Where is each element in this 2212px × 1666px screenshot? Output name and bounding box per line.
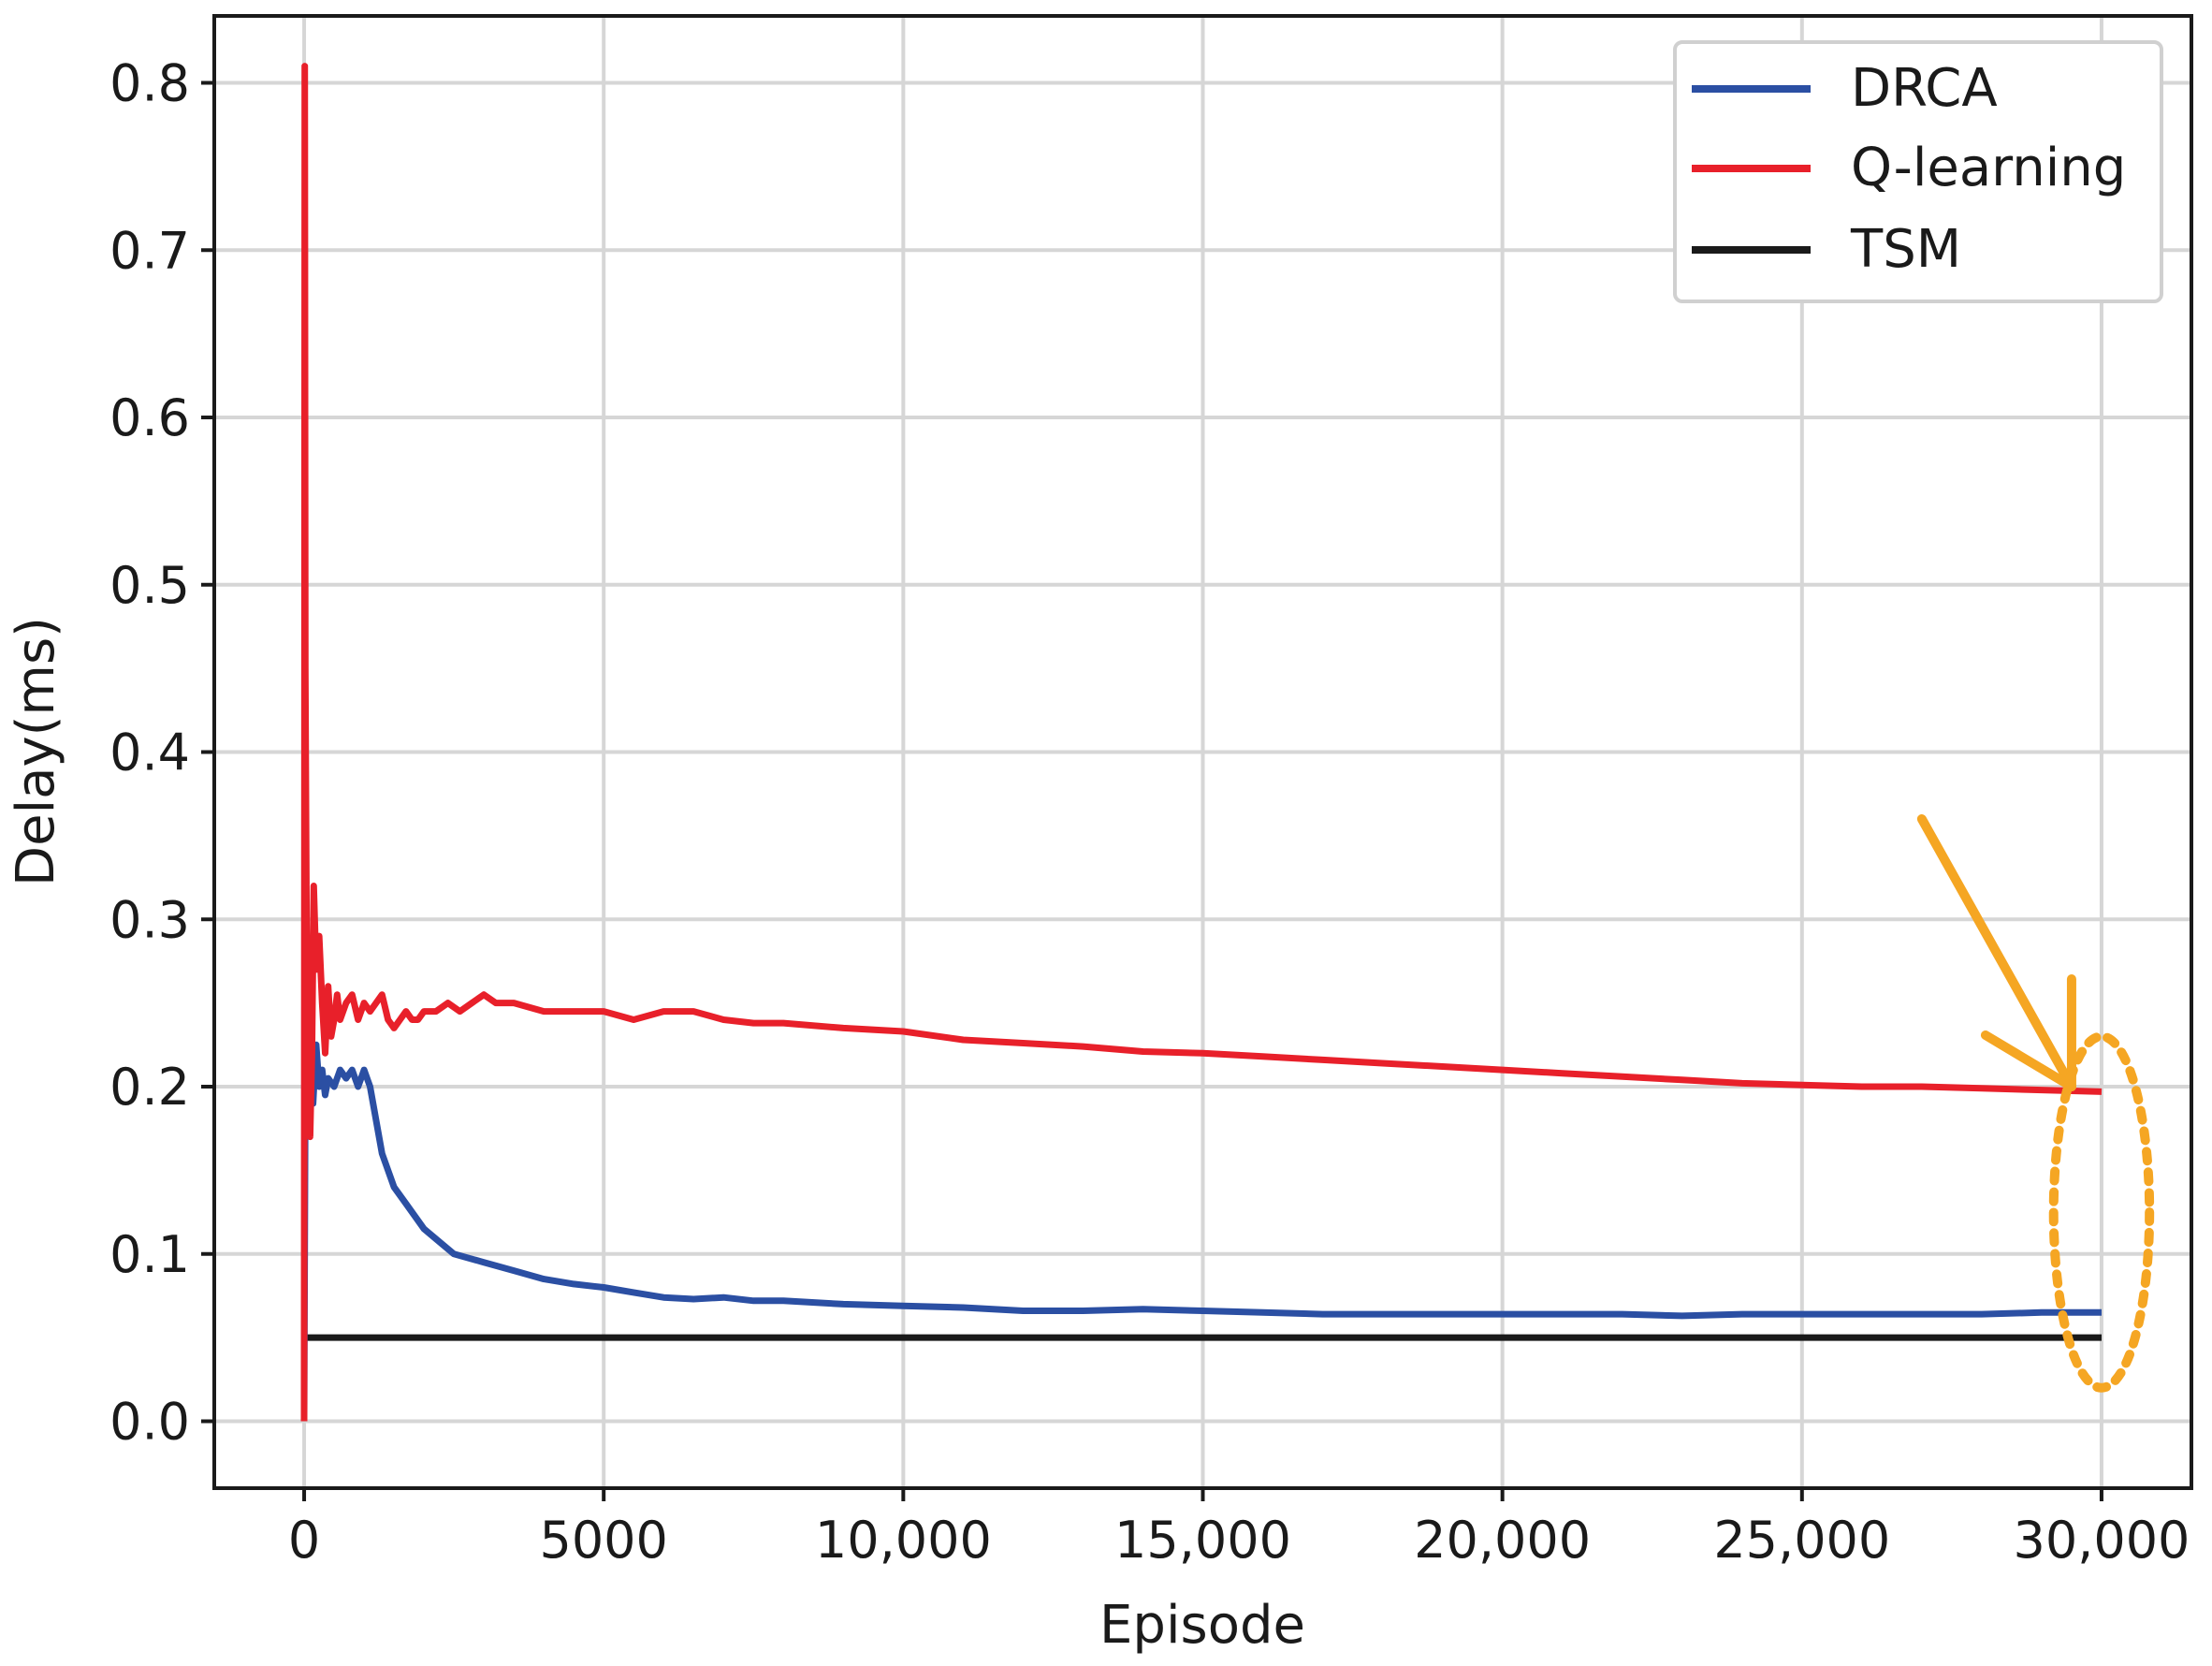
annotation-arrow-shaft	[1916, 814, 2076, 1091]
x-tick-label: 30,000	[2013, 1511, 2190, 1570]
x-tick-label: 15,000	[1114, 1511, 1291, 1570]
x-tick-label: 25,000	[1713, 1511, 1890, 1570]
y-tick-label: 0.4	[109, 723, 190, 782]
y-tick-label: 0.1	[109, 1225, 190, 1284]
series-line-drca	[300, 1041, 2102, 1422]
legend-label-q-learning: Q-learning	[1851, 138, 2126, 198]
y-tick-label: 0.7	[109, 221, 190, 280]
annotations	[1916, 814, 2155, 1393]
annotation-highlight-ellipse	[2048, 1031, 2155, 1393]
y-axis-label: Delay(ms)	[6, 617, 66, 886]
y-tick-label: 0.0	[109, 1393, 190, 1452]
series-line-q-learning	[300, 63, 2103, 1422]
x-tick-label: 5000	[539, 1511, 667, 1570]
legend-label-tsm: TSM	[1850, 219, 1961, 280]
y-tick-label: 0.3	[109, 890, 190, 949]
y-tick-label: 0.8	[109, 54, 190, 113]
legend: DRCA Q-learning TSM	[1673, 40, 2163, 303]
x-tick-label: 0	[288, 1511, 320, 1570]
x-axis-label: Episode	[1099, 1595, 1305, 1656]
y-tick-label: 0.5	[109, 556, 190, 615]
x-tick-label: 10,000	[815, 1511, 992, 1570]
axis-ticks: 0 5000 10,000 15,000 20,000 25,000 30,000 0.0 0.…	[109, 54, 2190, 1571]
legend-box	[1673, 40, 2163, 303]
legend-label-drca: DRCA	[1851, 58, 1998, 119]
x-tick-label: 20,000	[1414, 1511, 1591, 1570]
y-tick-label: 0.2	[109, 1058, 190, 1117]
annotation-arrow-head	[1980, 1030, 2076, 1091]
y-tick-label: 0.6	[109, 388, 190, 447]
series-lines	[300, 63, 2103, 1422]
